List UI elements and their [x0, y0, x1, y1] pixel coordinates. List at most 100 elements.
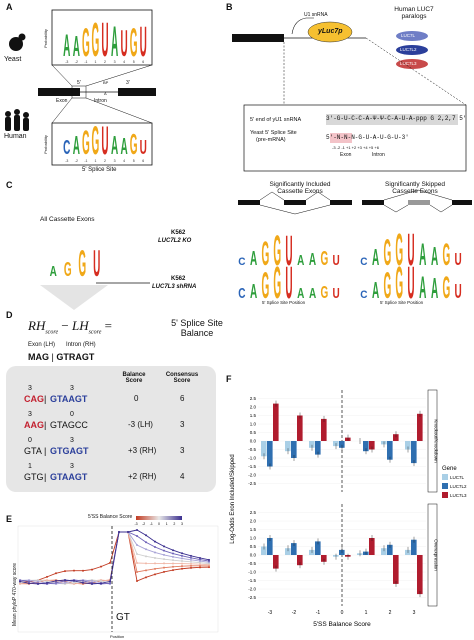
balance-point	[64, 570, 66, 573]
balance-point	[145, 555, 147, 558]
y-tick-label: -2.0	[248, 473, 256, 478]
balance-point	[172, 559, 174, 562]
row-consensus: 4	[180, 472, 185, 481]
row-rh: 0	[70, 411, 74, 418]
balance-point	[136, 553, 138, 555]
human-logo-letter: G	[130, 129, 138, 161]
prob-label-yeast: Probability	[42, 29, 48, 48]
balance-point	[136, 562, 138, 564]
row-bar: |	[44, 394, 47, 404]
row-rh: 3	[70, 437, 74, 444]
bar-luc7l	[357, 553, 363, 555]
c-logo-letter: G	[262, 235, 270, 273]
c-logo-letter: U	[285, 226, 292, 274]
skip-title: Significantly Skipped Cassette Exons	[385, 181, 445, 195]
yeast-logo-letter: G	[92, 13, 100, 67]
exon-b: Exon	[340, 152, 352, 158]
yeast-label: Yeast	[4, 56, 22, 63]
balance-point	[145, 576, 147, 579]
position-tick: 1	[94, 60, 96, 64]
human-logo-letter: G	[82, 124, 90, 162]
c-logo-letter: U	[454, 282, 461, 304]
e-gt: GT	[116, 612, 130, 623]
balance-point	[154, 546, 156, 549]
balance-point	[127, 531, 129, 533]
row-lh: 1	[28, 463, 32, 470]
balance-point	[19, 580, 21, 583]
c-logo-letter: A	[250, 282, 257, 304]
c-logo-letter: G	[395, 225, 403, 276]
x-tick-label: 0	[341, 610, 344, 616]
c-logo-letter: U	[332, 285, 339, 301]
c-axis-x-2: 5' Splice Site Position	[380, 300, 424, 305]
balance-point	[172, 555, 174, 558]
row-balance: -3 (LH)	[128, 420, 153, 429]
row-intron: GTAAGT	[50, 394, 88, 404]
c-logo-letter: G	[320, 282, 328, 302]
position-tick: 6	[142, 60, 144, 64]
balance-point	[181, 562, 183, 565]
balance-point	[172, 552, 174, 555]
yeast-icon	[9, 33, 26, 51]
bar-luc7l2	[339, 441, 345, 448]
y-tick-label: -0.5	[248, 561, 256, 566]
yluc7p-shape	[307, 21, 353, 43]
position-tick: 3	[114, 60, 116, 64]
ko-2: LUC7L3 shRNA	[152, 284, 197, 290]
row-lh: 3	[28, 411, 32, 418]
panel-f-label: F	[226, 374, 232, 384]
yeast-logo-letter: U	[140, 17, 147, 65]
ss-row-label: Yeast 5' Splice Site	[250, 130, 297, 136]
luc7l3-shape	[396, 59, 428, 69]
balance-point	[199, 556, 201, 559]
row-balance: +3 (RH)	[128, 446, 157, 455]
yeast-logo-letter: U	[121, 22, 128, 64]
balance-point	[190, 566, 192, 569]
position-tick: 2	[104, 159, 106, 163]
c-logo-letter: C	[238, 255, 245, 268]
f-xlabel: 5'SS Balance Score	[313, 621, 371, 628]
c-logo-letter: A	[309, 249, 316, 269]
balance-point	[181, 554, 183, 557]
bar-luc7l2	[411, 441, 417, 464]
balance-point	[136, 571, 138, 573]
balance-point	[181, 560, 183, 563]
paralogs-label: Human LUC7 paralogs	[394, 6, 434, 20]
row-exon: AAG	[24, 420, 44, 430]
bar-luc7l2	[411, 539, 417, 555]
balance-point	[109, 580, 111, 583]
bar-luc7l3	[417, 555, 423, 595]
yluc7p-label: yLuc7p	[318, 28, 343, 35]
bar-luc7l2	[339, 549, 345, 555]
c-logo-letter: G	[262, 264, 270, 306]
y-tick-label: 2.5	[250, 396, 257, 401]
luc7l-label: LUC7L	[401, 33, 416, 38]
c-logo-letter: A	[419, 270, 426, 305]
footer-a: 5' Splice Site	[82, 167, 117, 173]
row-bar: |	[44, 472, 47, 482]
yeast-logo-letter: U	[101, 13, 108, 67]
bar-luc7l3	[297, 555, 303, 566]
all-logo-letter: G	[78, 242, 86, 284]
bar-luc7l	[405, 549, 411, 555]
c-logo-letter: G	[442, 270, 450, 305]
y-tick-label: 0.0	[250, 439, 257, 444]
all-logo-letter: G	[64, 260, 72, 282]
balance-point	[100, 582, 102, 585]
balance-point	[154, 567, 156, 570]
balance-point	[199, 564, 201, 567]
balance-point	[91, 579, 93, 582]
panel-c-label: C	[6, 180, 13, 190]
balance-point	[154, 573, 156, 576]
human-logo-letter: G	[92, 120, 100, 164]
balance-point	[163, 549, 165, 552]
legend-title: Gene	[442, 466, 457, 472]
col-balance: Balance Score	[122, 372, 146, 384]
balance-point	[109, 561, 111, 564]
five-prime-a: 5'	[77, 80, 81, 86]
c-logo-letter: G	[442, 237, 450, 272]
c-logo-letter: A	[431, 273, 438, 305]
balance-point	[145, 534, 147, 537]
facet-strip	[427, 389, 438, 493]
position-tick: 3	[114, 159, 116, 163]
